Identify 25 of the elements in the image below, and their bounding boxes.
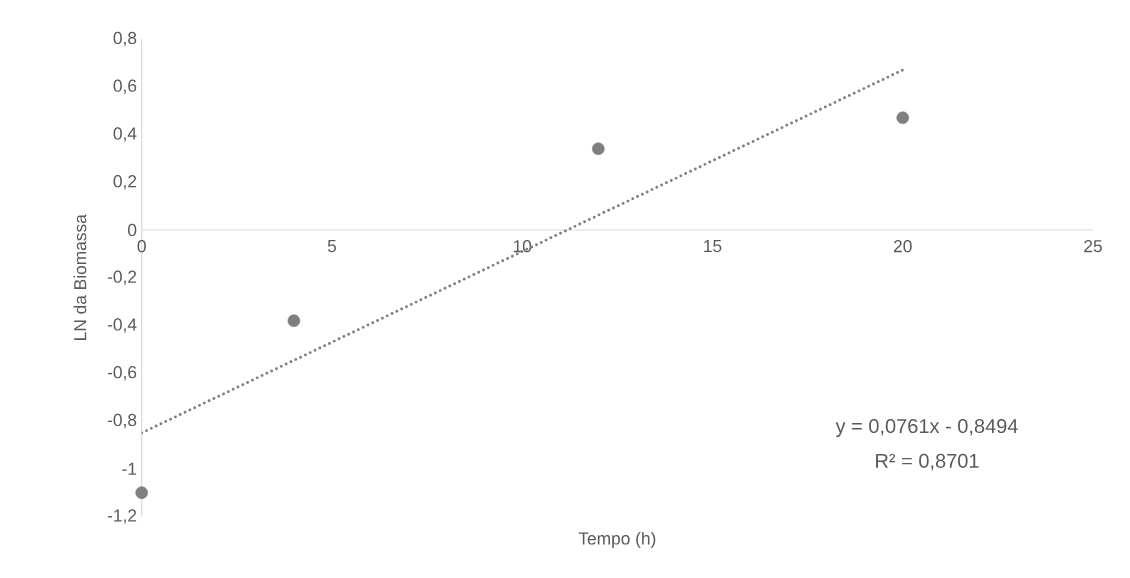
- x-tick-label: 5: [327, 240, 337, 253]
- annotation: R² = 0,8701: [876, 453, 979, 471]
- y-tick-label: 0,6: [113, 79, 137, 94]
- point: [135, 486, 148, 499]
- x-tick-label: 10: [513, 240, 532, 253]
- point: [287, 314, 301, 327]
- y-tick-label: 0,4: [113, 127, 137, 142]
- y-tick-label: -0,8: [107, 413, 137, 429]
- x-tick-label: 20: [893, 240, 912, 253]
- annotation: y = 0,0761x - 0,8494: [835, 418, 1018, 438]
- y-tick-label: -0,6: [107, 366, 137, 381]
- x-tick-label: 0: [137, 240, 146, 253]
- y-tick-label: 0,8: [113, 31, 137, 47]
- y-tick-label: -0,4: [107, 318, 137, 333]
- point: [896, 111, 910, 125]
- y-tick-label: -1: [122, 462, 137, 475]
- y-tick-label: -1,2: [107, 509, 137, 524]
- x-tick-label: 15: [704, 240, 722, 253]
- y-axis-title: LN da Biomassa: [73, 214, 87, 340]
- y-tick-label: 0: [128, 223, 137, 237]
- x-tick-label: 25: [1084, 240, 1102, 253]
- y-tick-label: -0,2: [107, 270, 137, 285]
- x-axis-title: Tempo (h): [578, 531, 656, 549]
- y-tick-label: 0,2: [113, 175, 137, 190]
- point: [592, 142, 605, 156]
